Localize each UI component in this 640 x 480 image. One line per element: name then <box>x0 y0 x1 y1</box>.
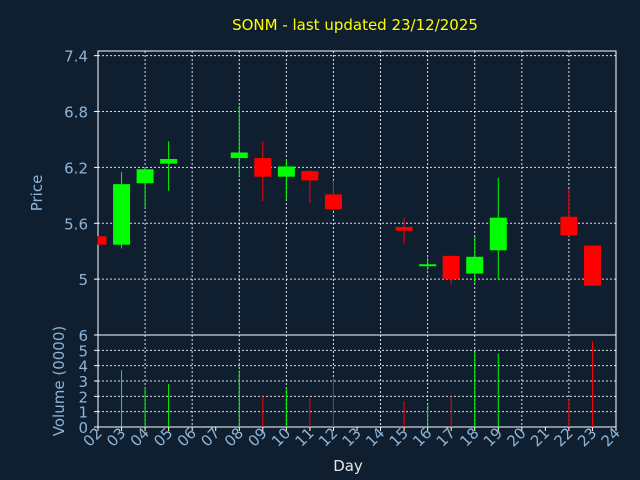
candle-body <box>489 217 507 251</box>
volume-y-tick-label: 5 <box>78 342 88 360</box>
price-y-tick-label: 6.2 <box>64 159 88 177</box>
day-x-tick-label: 23 <box>574 424 600 450</box>
chart-title: SONM - last updated 23/12/2025 <box>232 16 478 34</box>
day-x-ticks: 0203040506070809101112131415161718192021… <box>80 424 624 450</box>
candle-body <box>277 166 295 177</box>
day-x-tick-label: 05 <box>150 424 176 450</box>
price-y-ticks: 5 5.6 6.2 6.8 7.4 <box>64 48 98 289</box>
day-x-tick-label: 21 <box>527 424 553 450</box>
day-x-tick-label: 24 <box>598 424 624 450</box>
price-y-tick-label: 5.6 <box>64 215 88 233</box>
candle-body <box>560 216 578 236</box>
day-x-tick-label: 16 <box>409 424 435 450</box>
day-x-tick-label: 09 <box>244 424 270 450</box>
price-axis-label: Price <box>28 175 46 212</box>
price-grid <box>98 51 616 335</box>
day-x-tick-label: 19 <box>480 424 506 450</box>
volume-y-tick-label: 4 <box>78 358 88 376</box>
volume-axis-label: Volume (0000) <box>50 326 68 436</box>
day-axis-label: Day <box>333 457 363 475</box>
day-x-tick-label: 06 <box>174 424 200 450</box>
candle-body <box>136 169 154 184</box>
price-plot-frame <box>97 50 617 336</box>
day-x-tick-label: 13 <box>339 424 365 450</box>
candle-body <box>324 194 342 210</box>
candle-body <box>160 159 178 164</box>
candle-body <box>419 264 437 267</box>
volume-y-tick-label: 1 <box>78 404 88 422</box>
day-x-tick-label: 08 <box>221 424 247 450</box>
day-x-tick-label: 22 <box>551 424 577 450</box>
day-x-tick-label: 15 <box>386 424 412 450</box>
day-x-tick-label: 03 <box>103 424 129 450</box>
day-x-tick-label: 18 <box>456 424 482 450</box>
price-y-tick-label: 7.4 <box>64 48 88 66</box>
day-x-tick-label: 12 <box>315 424 341 450</box>
candle-body <box>583 245 601 286</box>
candle-body <box>113 184 131 245</box>
day-x-tick-label: 11 <box>292 424 318 450</box>
volume-y-tick-label: 2 <box>78 388 88 406</box>
day-x-tick-label: 20 <box>503 424 529 450</box>
volume-grid <box>98 335 616 427</box>
volume-y-tick-label: 6 <box>78 327 88 345</box>
day-x-tick-label: 07 <box>197 424 223 450</box>
price-y-tick-label: 6.8 <box>64 104 88 122</box>
volume-bars <box>121 341 593 427</box>
price-panel: 5 5.6 6.2 6.8 7.4 Price <box>28 48 617 336</box>
day-x-tick-label: 17 <box>433 424 459 450</box>
day-x-tick-label: 04 <box>127 424 153 450</box>
volume-y-tick-label: 3 <box>78 373 88 391</box>
candle-body <box>98 236 107 245</box>
candle-body <box>442 255 460 280</box>
candle-body <box>466 256 484 274</box>
candles <box>97 105 601 286</box>
candle-body <box>301 171 319 181</box>
candle-body <box>395 226 413 231</box>
price-y-tick-label: 5 <box>78 271 88 289</box>
volume-y-tick-label: 0 <box>78 419 88 437</box>
day-x-tick-label: 14 <box>362 424 388 450</box>
candle-body <box>254 158 272 177</box>
day-x-tick-label: 10 <box>268 424 294 450</box>
candle-body <box>230 152 248 159</box>
